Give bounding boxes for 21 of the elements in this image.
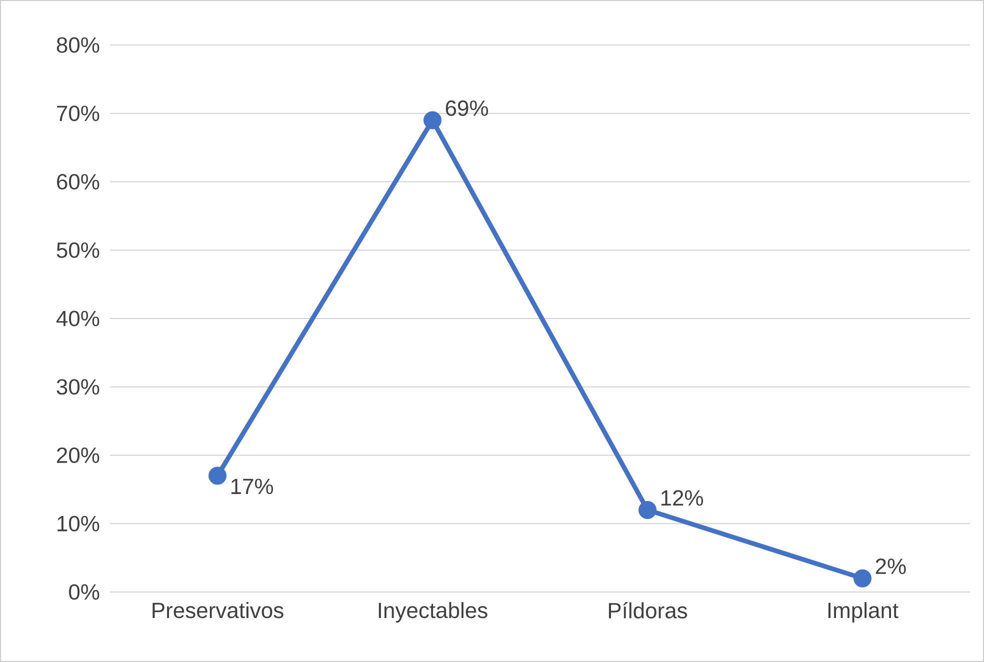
y-tick-label: 80%: [56, 37, 100, 53]
x-tick-label: Píldoras: [608, 602, 688, 618]
y-tick-label: 10%: [58, 516, 100, 532]
y-tick-label: 0%: [69, 584, 100, 600]
x-tick-label: Inyectables: [378, 602, 488, 623]
y-tick-label: 40%: [56, 310, 100, 326]
x-tick-label: Implant: [828, 602, 898, 623]
y-tick-label: 70%: [57, 106, 100, 122]
data-label: 17%: [231, 478, 274, 494]
x-tick-label: Preservativos: [152, 602, 284, 618]
data-label: 69%: [446, 100, 488, 116]
point: [854, 569, 872, 588]
y-tick-label: 20%: [57, 447, 100, 464]
point: [208, 466, 227, 485]
y-tick-label: 50%: [56, 242, 100, 258]
y-tick-label: 60%: [57, 174, 100, 190]
data-label: 12%: [661, 490, 704, 506]
data-label: 2%: [876, 558, 906, 574]
y-tick-label: 30%: [56, 379, 100, 395]
point: [424, 111, 442, 130]
point: [638, 500, 657, 519]
